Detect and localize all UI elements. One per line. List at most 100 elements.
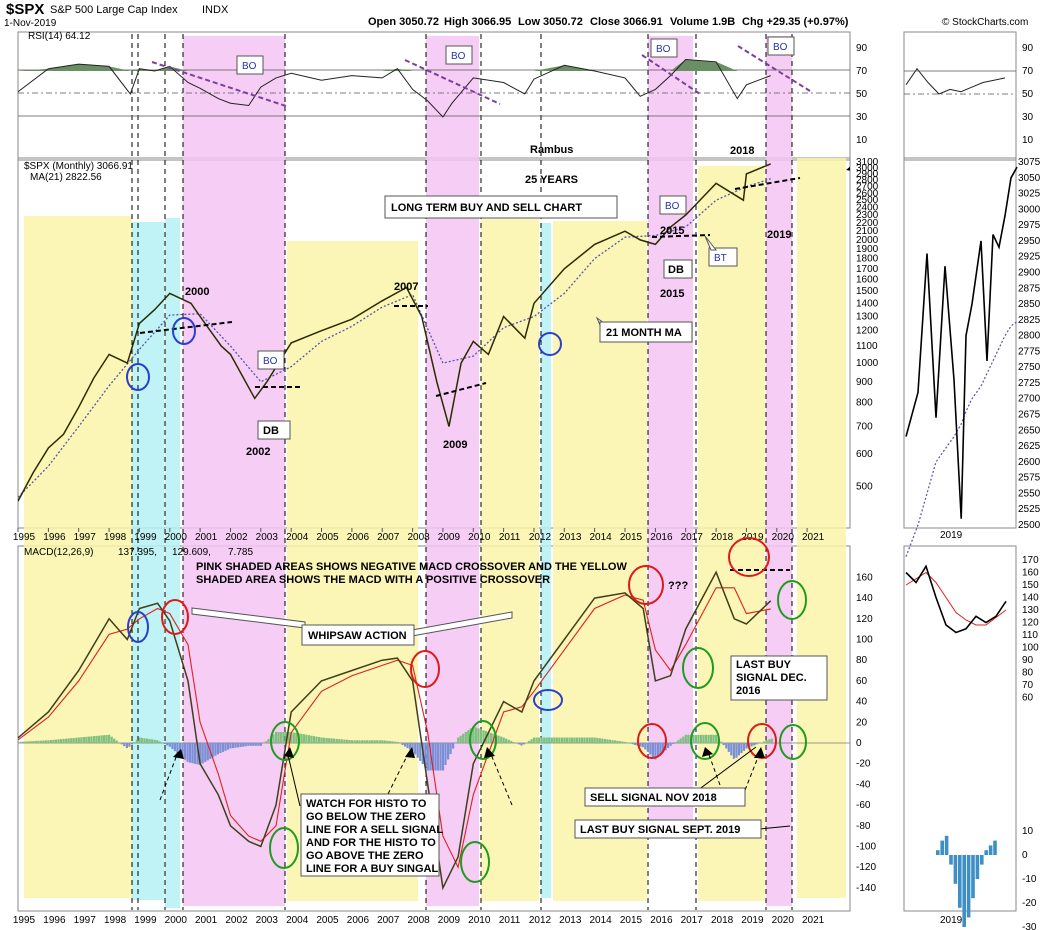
right-price-tick-label: 2675 <box>1018 410 1041 421</box>
histogram-bar <box>697 734 700 744</box>
histogram-bar <box>232 743 235 749</box>
label-2009: 2009 <box>443 439 467 451</box>
macd-tick-label: 80 <box>856 655 868 666</box>
histogram-bar <box>97 735 101 743</box>
histogram-bar <box>156 740 159 743</box>
histogram-bar <box>563 737 566 743</box>
histogram-bar <box>606 739 609 743</box>
right-ma-line <box>905 320 1018 557</box>
right-histogram-bar <box>988 845 993 855</box>
histogram-bar <box>631 743 634 745</box>
right-hist-tick-label: -20 <box>1022 898 1037 909</box>
rsi-tick-label: 90 <box>856 43 868 54</box>
histogram-bar <box>118 742 121 743</box>
histogram-bar <box>133 742 136 743</box>
histogram-bar <box>130 743 133 745</box>
histogram-bar <box>462 733 465 743</box>
right-price-tick-label: 2850 <box>1018 299 1041 310</box>
histogram-bar <box>707 734 710 744</box>
cyan-shade <box>541 223 551 898</box>
yellow-shade <box>481 219 539 901</box>
price-tick-label: 2900 <box>856 169 879 180</box>
label-2019: 2019 <box>767 229 791 241</box>
price-tick-label: 2600 <box>856 188 879 199</box>
histogram-bar <box>110 736 113 743</box>
bo-label: BO <box>242 61 257 72</box>
year-tick-label: 2007 <box>377 915 400 926</box>
blue-circle <box>538 332 562 356</box>
year-tick-label: 1997 <box>74 532 97 543</box>
cyan-shade <box>132 222 164 900</box>
right-macd-line <box>905 564 1007 634</box>
price-tick-label: 1800 <box>856 254 879 265</box>
right-macd-tick-label: 150 <box>1022 580 1039 591</box>
histogram-bar <box>629 743 632 744</box>
histogram-bar <box>436 743 439 771</box>
right-macd-tick-label: 160 <box>1022 568 1039 579</box>
histogram-bar <box>140 737 144 743</box>
histogram-bar <box>340 739 343 743</box>
price-tick-label: 1100 <box>856 341 878 352</box>
last-buy-line2: SIGNAL DEC. <box>736 672 807 684</box>
histogram-bar <box>80 737 83 743</box>
right-macd-tick-label: 60 <box>1022 693 1034 704</box>
histogram-bar <box>674 742 677 743</box>
histogram-bar <box>123 743 126 747</box>
title-box <box>384 195 618 219</box>
year-tick-label: 2008 <box>407 915 430 926</box>
histogram-bar <box>34 740 37 743</box>
year-tick-label: 2013 <box>559 532 582 543</box>
right-hist-tick-label: 0 <box>1022 850 1028 861</box>
histogram-bar <box>128 743 131 747</box>
histogram-bar <box>47 740 50 743</box>
price-tick-label: 2000 <box>856 235 879 246</box>
bo-box <box>445 45 473 65</box>
histogram-bar <box>95 735 98 743</box>
macd-value: 137.395, <box>118 547 157 558</box>
histogram-bar <box>85 736 88 743</box>
histogram-bar <box>199 743 202 765</box>
histogram-bar <box>275 732 278 743</box>
year-tick-label: 2018 <box>711 532 734 543</box>
right-macd-tick-label: 100 <box>1022 643 1039 654</box>
watch-line6: LINE FOR A BUY SINGAL <box>306 863 438 875</box>
histogram-bar <box>694 734 697 744</box>
bo-label: BO <box>451 51 466 62</box>
rsi-line <box>18 58 771 118</box>
histogram-bar <box>72 738 75 743</box>
histogram-bar <box>765 740 768 743</box>
right-histogram-bar <box>958 855 962 908</box>
histogram-bar <box>679 738 682 743</box>
price-tick-label: 1700 <box>856 264 879 275</box>
histogram-bar <box>482 730 485 743</box>
histogram-bar <box>282 732 285 743</box>
bo-label: BO <box>263 356 278 367</box>
macd-tick-label: -40 <box>856 779 871 790</box>
histogram-bar <box>656 743 660 758</box>
right-hist-tick-label: -30 <box>1022 922 1037 930</box>
right-price-tick-label: 2750 <box>1018 362 1041 373</box>
histogram-bar <box>517 743 520 745</box>
bo-box <box>659 195 687 215</box>
year-tick-label: 1995 <box>13 532 36 543</box>
label-2002: 2002 <box>246 446 270 458</box>
histogram-bar <box>555 737 558 743</box>
symbol: $SPX <box>6 1 44 18</box>
right-macd-tick-label: 170 <box>1022 555 1039 566</box>
histogram-bar <box>100 735 103 743</box>
label-2000: 2000 <box>185 286 209 298</box>
macd-tick-label: 60 <box>856 676 868 687</box>
histogram-bar <box>358 740 361 744</box>
bo-boxes: BO BO BO BO BO BO <box>236 36 795 370</box>
histogram-bar <box>712 734 715 744</box>
last-buy-line1: LAST BUY <box>736 659 792 671</box>
red-circle <box>410 650 440 688</box>
histogram-bar <box>219 743 222 754</box>
histogram-bar <box>474 727 477 743</box>
histogram-bar <box>125 743 128 749</box>
histogram-bar <box>178 743 182 756</box>
price-tick-label: 500 <box>856 481 873 492</box>
macd-tick-label: -80 <box>856 821 871 832</box>
histogram-bar <box>237 743 240 748</box>
